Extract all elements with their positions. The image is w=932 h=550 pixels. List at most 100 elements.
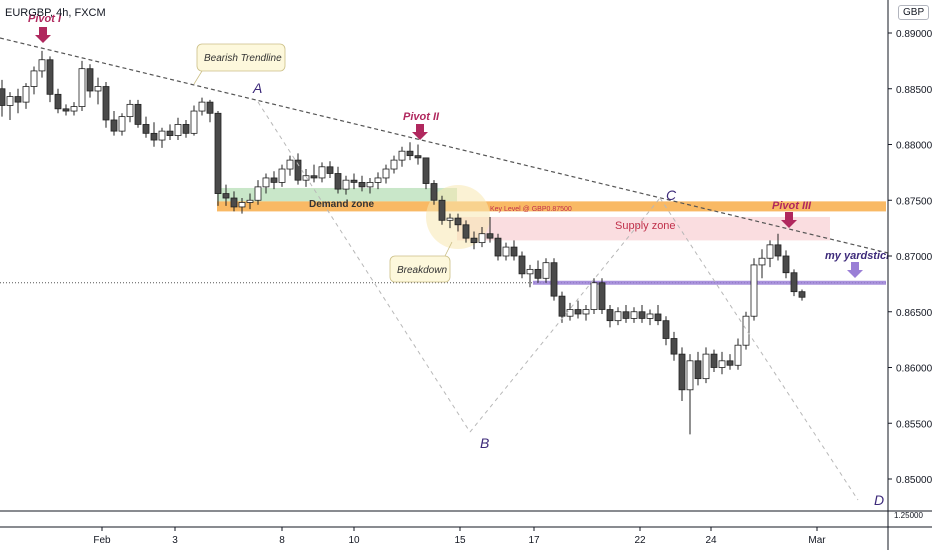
bearish-trendline	[0, 37, 889, 254]
candle-body	[694, 360, 702, 380]
y-tick-label: 0.87500	[896, 196, 932, 207]
yardstick-line	[533, 280, 886, 285]
wave-label-b: B	[480, 435, 489, 451]
candle-body	[526, 268, 534, 275]
candle-body	[646, 313, 654, 319]
candle-body	[766, 244, 774, 259]
candle-body	[414, 155, 422, 159]
yardstick-label: my yardstick	[825, 250, 893, 262]
breakdown-callout-label: Breakdown	[397, 265, 447, 276]
candle-body	[550, 262, 558, 297]
candle-body	[382, 168, 390, 179]
candle-body	[510, 246, 518, 257]
candle-body	[86, 68, 94, 92]
candle-body	[678, 353, 686, 391]
trendline-callout-label: Bearish Trendline	[204, 53, 282, 64]
x-tick-label: Feb	[93, 535, 111, 546]
abcd-wave-line	[257, 101, 471, 433]
candle-body	[374, 177, 382, 183]
candle-body	[0, 88, 6, 106]
abcd-wave-line	[659, 197, 859, 501]
candle-body	[262, 177, 270, 188]
pivot-iii-label: Pivot III	[772, 200, 812, 212]
x-tick-label: 24	[705, 535, 717, 546]
candle-body	[598, 282, 606, 310]
trendline-callout-pointer	[193, 70, 203, 85]
candle-body	[174, 124, 182, 136]
supply-zone-label: Supply zone	[615, 220, 676, 232]
demand-zone-label: Demand zone	[309, 199, 374, 210]
breakdown-callout-pointer	[444, 241, 453, 257]
candle-body	[230, 197, 238, 208]
candle-body	[398, 150, 406, 161]
x-tick-label: 15	[454, 535, 466, 546]
candle-body	[62, 108, 70, 112]
candle-body	[182, 124, 190, 134]
candle-body	[390, 159, 398, 170]
x-tick-label: 10	[348, 535, 360, 546]
candle-body	[318, 166, 326, 179]
key-level-label: Key Level @ GBP0.87500	[490, 206, 572, 213]
candle-body	[118, 116, 126, 132]
key-level-band	[217, 201, 886, 212]
candle-body	[270, 177, 278, 183]
y-tick-label: 0.86000	[896, 364, 932, 375]
candle-body	[294, 159, 302, 181]
candle-body	[622, 311, 630, 319]
candle-body	[38, 59, 46, 72]
candle-body	[462, 224, 470, 239]
pivot-i-arrow	[35, 27, 51, 43]
candle-body	[110, 119, 118, 132]
y-tick-label: 0.87000	[896, 252, 932, 263]
candle-body	[662, 320, 670, 339]
candle-body	[486, 233, 494, 239]
breakdown-callout-box	[389, 255, 451, 283]
bottom-pane-tick-label: 1.25000	[894, 511, 923, 520]
candle-body	[286, 159, 294, 170]
candle-body	[470, 237, 478, 244]
y-tick-label: 0.88500	[896, 85, 932, 96]
candle-body	[70, 106, 78, 112]
candle-body	[254, 186, 262, 201]
pivot-ii-label: Pivot II	[403, 111, 440, 123]
candle-body	[446, 217, 454, 221]
candle-body	[590, 282, 598, 310]
candle-body	[366, 182, 374, 188]
candle-body	[222, 193, 230, 199]
candle-body	[94, 86, 102, 92]
candle-body	[6, 96, 14, 106]
y-tick-label: 0.85500	[896, 419, 932, 430]
candle-body	[190, 110, 198, 134]
candle-body	[166, 130, 174, 136]
yardstick-arrow	[847, 262, 863, 278]
y-tick-label: 0.89000	[896, 29, 932, 40]
candle-body	[670, 338, 678, 355]
candle-body	[78, 68, 86, 107]
x-tick-label: 3	[172, 535, 178, 546]
candle-body	[102, 86, 110, 121]
candle-body	[46, 59, 54, 95]
candle-body	[710, 353, 718, 368]
wave-label-d: D	[874, 492, 884, 508]
supply-zone	[457, 216, 830, 241]
candle-body	[606, 309, 614, 322]
candle-body	[750, 264, 758, 317]
candle-body	[654, 313, 662, 322]
candle-body	[14, 96, 22, 103]
candle-body	[246, 199, 254, 203]
candle-body	[342, 179, 350, 190]
wave-label-a: A	[252, 80, 262, 96]
x-tick-label: Mar	[808, 535, 826, 546]
candle-body	[454, 217, 462, 226]
symbol-title[interactable]: EURGBP, 4h, FXCM	[5, 7, 106, 19]
demand-zone	[217, 187, 457, 202]
candle-body	[302, 175, 310, 181]
candles-layer	[0, 50, 806, 435]
currency-badge[interactable]: GBP	[898, 5, 930, 20]
candle-body	[574, 309, 582, 315]
pivot-ii-arrow	[412, 124, 428, 140]
trendline-callout-box	[196, 43, 286, 72]
candle-body	[478, 233, 486, 244]
candle-body	[238, 202, 246, 208]
